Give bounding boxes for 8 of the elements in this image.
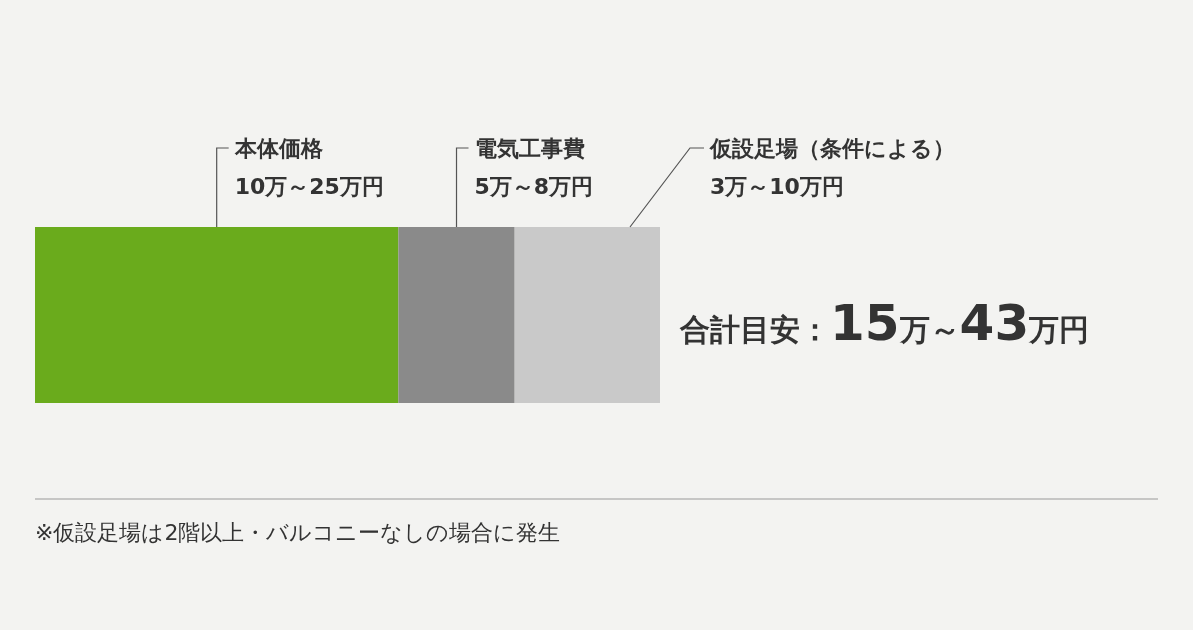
data-label: 5万～8万円 (474, 174, 594, 199)
text: 仮設足場（条件による） (709, 136, 955, 161)
data-label: 3万～10万円 (710, 174, 844, 199)
text: ※仮設足場は2階以上・バルコニーなしの場合に発生 (35, 520, 561, 545)
data-label: 10万～25万円 (234, 174, 384, 199)
text: 合計目安：15万～43万円 (679, 294, 1090, 352)
text: 電気工事費 (474, 136, 585, 161)
text: 本体価格 (233, 136, 324, 161)
